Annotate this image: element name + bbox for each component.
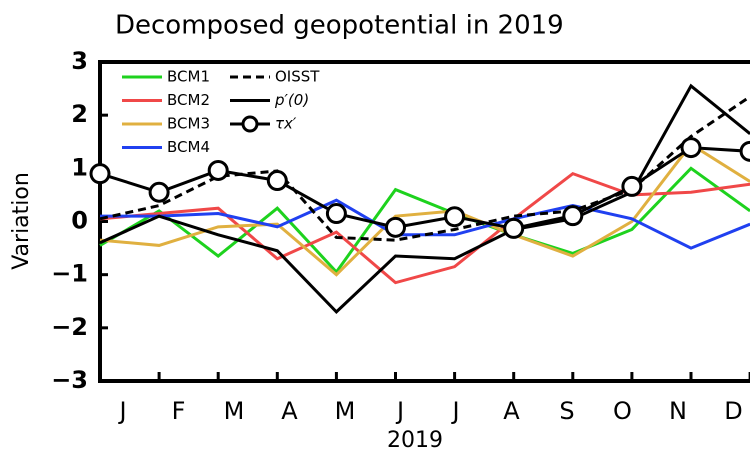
x-tick-label: O bbox=[613, 397, 632, 425]
x-tick-label: A bbox=[281, 397, 298, 425]
series-line bbox=[99, 166, 750, 275]
legend-bg bbox=[228, 89, 333, 112]
legend-bg bbox=[120, 89, 220, 112]
x-tick-label: M bbox=[335, 397, 356, 425]
series-line bbox=[99, 171, 750, 285]
legend-label: BCM2 bbox=[167, 91, 210, 109]
series-line bbox=[99, 83, 750, 314]
series-marker bbox=[207, 159, 229, 181]
x-tick-label: M bbox=[224, 397, 245, 425]
y-tick-label: −3 bbox=[51, 366, 88, 394]
legend-bg bbox=[120, 136, 220, 159]
series-line bbox=[100, 198, 750, 250]
x-tick-label: F bbox=[172, 397, 186, 425]
legend-label: BCM1 bbox=[167, 68, 210, 86]
legend-bg bbox=[120, 66, 220, 88]
y-tick-label: −1 bbox=[51, 260, 88, 288]
legend-bg bbox=[228, 66, 333, 88]
y-tick-label: −2 bbox=[51, 313, 88, 341]
series-marker bbox=[562, 205, 584, 227]
legend-marker bbox=[241, 115, 259, 133]
legend-label: τx′ bbox=[275, 115, 297, 133]
legend-label: BCM3 bbox=[167, 115, 210, 133]
x-tick-label: J bbox=[117, 397, 126, 425]
x-axis-label: 2019 bbox=[387, 428, 443, 453]
series-marker bbox=[621, 175, 643, 197]
series-line bbox=[99, 146, 750, 230]
legend-label: BCM4 bbox=[167, 138, 210, 156]
x-tick-label: N bbox=[669, 397, 687, 425]
y-tick-label: 0 bbox=[71, 207, 88, 235]
x-tick-label: S bbox=[559, 397, 574, 425]
chart-title: Decomposed geopotential in 2019 bbox=[115, 11, 564, 41]
series-line bbox=[99, 142, 750, 277]
y-tick-label: 2 bbox=[71, 100, 88, 128]
series-marker bbox=[148, 181, 170, 203]
series-marker bbox=[266, 170, 288, 192]
x-tick-label: A bbox=[503, 397, 520, 425]
y-tick-label: 3 bbox=[71, 47, 88, 75]
x-tick-label: J bbox=[395, 397, 404, 425]
legend-label: p′(0) bbox=[274, 91, 309, 109]
series-marker bbox=[739, 140, 750, 162]
series-marker bbox=[325, 203, 347, 225]
series-marker bbox=[680, 137, 702, 159]
series-marker bbox=[503, 217, 525, 239]
series-marker bbox=[385, 216, 406, 238]
x-tick-label: D bbox=[724, 397, 742, 425]
series-marker bbox=[89, 163, 111, 185]
legend-label: OISST bbox=[275, 68, 320, 86]
series-marker bbox=[444, 206, 466, 228]
y-tick-label: 1 bbox=[71, 153, 88, 181]
legend-bg bbox=[120, 113, 220, 135]
x-tick-label: J bbox=[450, 397, 459, 425]
y-axis-label: Variation bbox=[9, 172, 34, 270]
